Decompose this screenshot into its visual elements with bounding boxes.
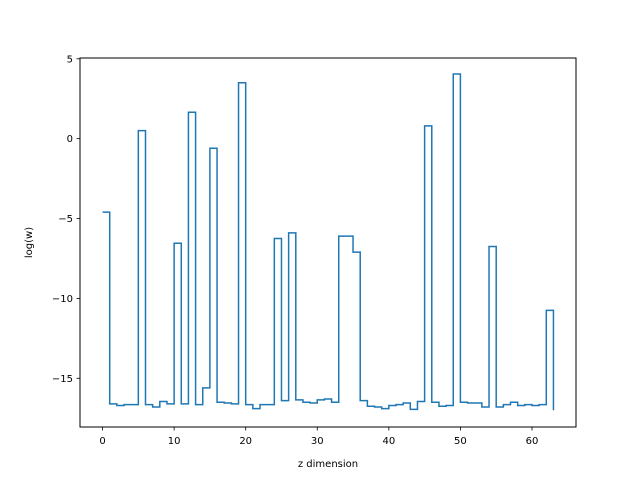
y-axis-label: log(w) [24,227,35,258]
x-tick-label: 0 [99,436,105,447]
x-tick-label: 20 [239,436,252,447]
y-tick-label: 0 [67,134,73,145]
x-axis-label: z dimension [298,459,358,470]
x-tick-label: 50 [454,436,467,447]
y-tick-label: −15 [52,374,73,385]
series-layer [102,73,555,411]
y-tick-label: −10 [52,294,73,305]
x-tick-label: 60 [526,436,539,447]
plot-area-background [80,58,576,427]
x-tick-label: 10 [168,436,181,447]
y-tick-label: 5 [67,54,73,65]
x-tick-label: 40 [382,436,395,447]
plot-frame [79,57,577,428]
series-step-line [102,73,555,411]
x-tick-label: 30 [311,436,324,447]
y-tick-label: −5 [58,214,73,225]
